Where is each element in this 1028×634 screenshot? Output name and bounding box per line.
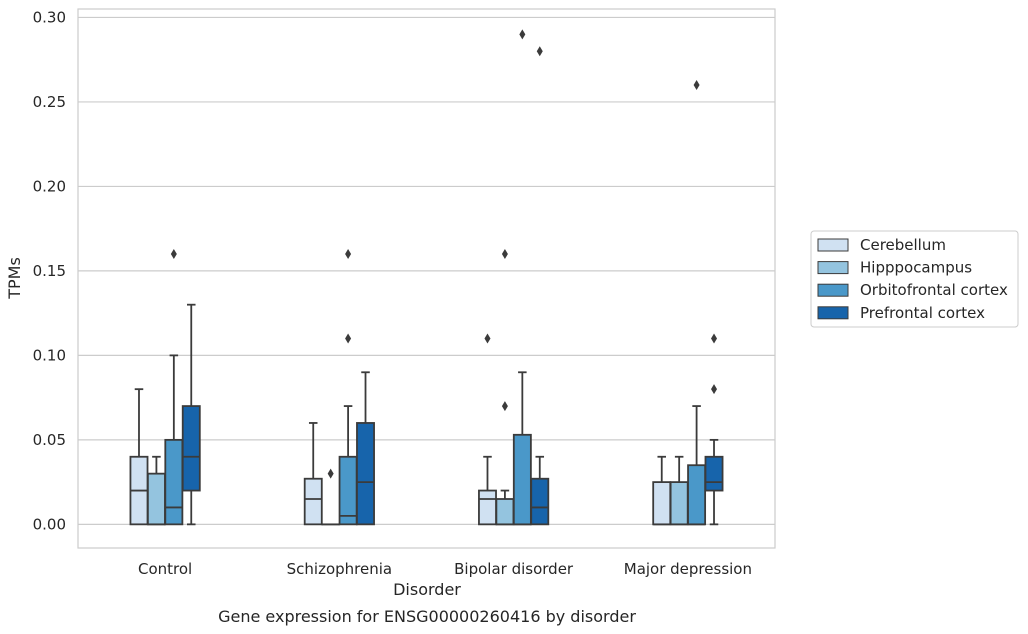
box-body bbox=[652, 481, 672, 526]
outlier-point bbox=[711, 384, 718, 395]
box-body bbox=[338, 455, 358, 526]
box-prefrontal-cortex bbox=[181, 303, 201, 526]
y-tick-label: 0.30 bbox=[33, 8, 66, 26]
outlier-point bbox=[501, 401, 508, 412]
y-tick-label: 0.05 bbox=[33, 431, 66, 449]
x-tick-labels: Control Schizophrenia Bipolar disorder Majo… bbox=[138, 560, 752, 578]
x-tick-label: Control bbox=[138, 560, 192, 578]
box-orbitofrontal-cortex bbox=[512, 29, 532, 526]
legend-swatch bbox=[817, 261, 849, 275]
outlier-point bbox=[519, 29, 526, 40]
box-hipppocampus bbox=[146, 455, 166, 526]
box-body bbox=[669, 481, 689, 526]
y-tick-label: 0.25 bbox=[33, 93, 66, 111]
box-body bbox=[512, 433, 532, 526]
outlier-point bbox=[345, 333, 352, 344]
outlier-point bbox=[536, 46, 543, 57]
outlier-point bbox=[501, 249, 508, 259]
legend-swatch bbox=[817, 283, 849, 297]
outlier-point bbox=[484, 333, 491, 344]
box-prefrontal-cortex bbox=[704, 333, 724, 526]
box-body bbox=[687, 464, 707, 526]
box-body bbox=[478, 489, 497, 526]
box-orbitofrontal-cortex bbox=[338, 249, 358, 526]
box-cerebellum bbox=[303, 422, 323, 526]
box-body bbox=[303, 477, 323, 526]
boxes bbox=[129, 29, 724, 526]
box-hipppocampus bbox=[321, 468, 341, 526]
box-body bbox=[704, 455, 724, 492]
outlier-point bbox=[327, 468, 334, 479]
outlier-point bbox=[170, 249, 177, 259]
y-tick-labels: 0.00 0.05 0.10 0.15 0.20 0.25 0.30 bbox=[33, 8, 66, 533]
x-axis-title: Disorder bbox=[393, 580, 461, 599]
outlier-point bbox=[711, 333, 718, 344]
x-tick-label: Major depression bbox=[624, 560, 752, 578]
box-body bbox=[356, 422, 375, 526]
outlier-point bbox=[693, 80, 700, 91]
box-prefrontal-cortex bbox=[356, 371, 375, 526]
legend-label: Orbitofrontal cortex bbox=[860, 281, 1008, 299]
legend-label: Hipppocampus bbox=[860, 259, 972, 277]
box-cerebellum bbox=[652, 455, 672, 526]
y-tick-label: 0.15 bbox=[33, 262, 66, 280]
box-hipppocampus bbox=[495, 249, 515, 526]
legend-label: Prefrontal cortex bbox=[860, 304, 985, 322]
y-tick-label: 0.00 bbox=[33, 515, 66, 533]
legend-swatch bbox=[817, 306, 849, 320]
box-hipppocampus bbox=[669, 455, 689, 526]
outlier-point bbox=[345, 249, 352, 259]
chart-caption: Gene expression for ENSG00000260416 by d… bbox=[218, 607, 636, 626]
plot-frame bbox=[77, 8, 776, 549]
box-prefrontal-cortex bbox=[530, 46, 550, 526]
y-tick-label: 0.10 bbox=[33, 346, 66, 364]
box-body bbox=[495, 498, 515, 526]
box-cerebellum bbox=[129, 388, 149, 526]
box-orbitofrontal-cortex bbox=[687, 80, 707, 526]
x-tick-label: Schizophrenia bbox=[287, 560, 392, 578]
box-body bbox=[164, 438, 184, 526]
x-tick-label: Bipolar disorder bbox=[454, 560, 574, 578]
box-body bbox=[181, 405, 201, 492]
y-tick-label: 0.20 bbox=[33, 177, 66, 195]
legend-label: Cerebellum bbox=[860, 236, 946, 254]
box-body bbox=[530, 477, 550, 526]
legend-swatch bbox=[817, 238, 849, 252]
legend-frame bbox=[810, 230, 1019, 328]
box-cerebellum bbox=[478, 333, 497, 526]
legend: Cerebellum Hipppocampus Orbitofrontal cort… bbox=[810, 230, 1019, 328]
box-orbitofrontal-cortex bbox=[164, 249, 184, 526]
box-body bbox=[146, 472, 166, 526]
y-axis-title: TPMs bbox=[5, 257, 24, 300]
